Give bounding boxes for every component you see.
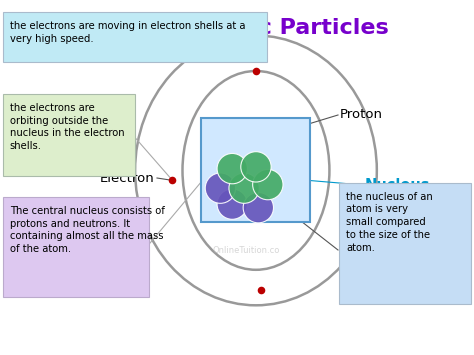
FancyBboxPatch shape <box>3 12 267 62</box>
Text: Proton: Proton <box>340 109 383 121</box>
Text: the electrons are
orbiting outside the
nucleus in the electron
shells.: the electrons are orbiting outside the n… <box>10 103 124 151</box>
Circle shape <box>253 169 283 200</box>
Text: OnlineTuition.co: OnlineTuition.co <box>212 246 280 255</box>
Circle shape <box>217 189 247 219</box>
Text: Electron: Electron <box>100 171 155 185</box>
Point <box>169 178 176 183</box>
Text: The central nucleus consists of
protons and neutrons. It
containing almost all t: The central nucleus consists of protons … <box>10 206 164 254</box>
Circle shape <box>229 173 259 203</box>
Text: the nucleus of an
atom is very
small compared
to the size of the
atom.: the nucleus of an atom is very small com… <box>346 192 433 253</box>
Text: the electrons are moving in electron shells at a
very high speed.: the electrons are moving in electron she… <box>10 21 245 44</box>
Point <box>252 68 260 74</box>
Text: Neutron: Neutron <box>340 244 393 257</box>
FancyBboxPatch shape <box>3 197 149 297</box>
Text: Nucleus: Nucleus <box>365 178 430 192</box>
FancyBboxPatch shape <box>3 94 135 176</box>
Circle shape <box>243 192 273 223</box>
Point <box>257 288 265 293</box>
Circle shape <box>217 153 247 184</box>
FancyBboxPatch shape <box>201 119 310 222</box>
Text: Orbit: Orbit <box>380 223 422 237</box>
FancyBboxPatch shape <box>339 182 471 304</box>
Text: The Subatomic Particles: The Subatomic Particles <box>85 18 389 38</box>
Circle shape <box>205 173 236 203</box>
Circle shape <box>241 152 271 182</box>
